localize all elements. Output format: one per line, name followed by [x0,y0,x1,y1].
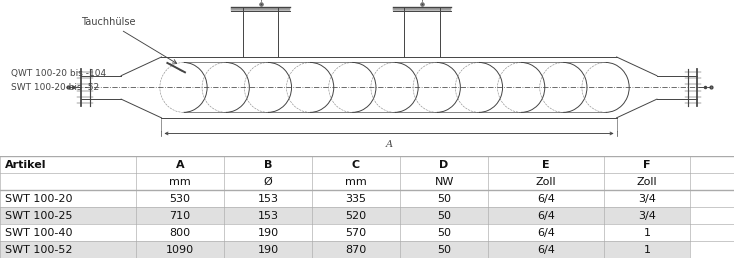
Text: D: D [440,160,448,170]
Text: SWT 100-20: SWT 100-20 [5,194,73,204]
Text: SWT 100-25: SWT 100-25 [5,211,73,221]
Text: F: F [643,160,650,170]
Text: 6/4: 6/4 [537,211,555,221]
Text: 190: 190 [258,228,278,238]
Bar [136,207,224,224]
Text: 153: 153 [258,211,278,221]
Text: SWT 100-52: SWT 100-52 [5,245,73,254]
Text: C: C [352,160,360,170]
Text: 3/4: 3/4 [638,211,655,221]
Bar [312,190,400,207]
Text: 870: 870 [346,245,366,254]
Bar [488,156,603,173]
Text: mm: mm [169,176,191,187]
Text: B: B [264,160,272,170]
Bar [603,173,690,190]
Bar [312,241,400,258]
Bar [136,241,224,258]
Text: 800: 800 [170,228,190,238]
Text: 520: 520 [346,211,366,221]
Text: 6/4: 6/4 [537,245,555,254]
Bar [136,173,224,190]
Text: 1: 1 [643,228,650,238]
Bar [488,207,603,224]
Bar [312,207,400,224]
Bar [136,190,224,207]
Bar [224,190,312,207]
Text: 50: 50 [437,211,451,221]
Text: A: A [175,160,184,170]
Text: 190: 190 [258,245,278,254]
Bar [312,224,400,241]
Bar [400,156,488,173]
Text: A: A [385,140,393,149]
Text: SWT 100-40: SWT 100-40 [5,228,73,238]
Text: 530: 530 [170,194,190,204]
Bar [488,241,603,258]
Text: Artikel: Artikel [5,160,47,170]
Bar [400,207,488,224]
Text: 6/4: 6/4 [537,194,555,204]
Text: 1: 1 [643,245,650,254]
Bar [603,156,690,173]
Bar [136,156,224,173]
Text: Tauchhülse: Tauchhülse [81,17,177,63]
Bar [603,241,690,258]
Bar [312,173,400,190]
Text: NW: NW [435,176,454,187]
Bar [603,224,690,241]
Text: 570: 570 [346,228,366,238]
Text: 3/4: 3/4 [638,194,655,204]
Bar [400,190,488,207]
Bar [488,224,603,241]
Bar [488,190,603,207]
Text: mm: mm [345,176,367,187]
Text: QWT 100-20 bis -104
SWT 100-20 bis -52: QWT 100-20 bis -104 SWT 100-20 bis -52 [11,69,106,92]
Bar [312,156,400,173]
Text: Zoll: Zoll [536,176,556,187]
Bar [0,173,136,190]
Bar [224,207,312,224]
Bar [0,190,136,207]
Bar [603,207,690,224]
Bar [400,241,488,258]
Text: 710: 710 [170,211,190,221]
Bar [224,224,312,241]
Text: 1090: 1090 [166,245,194,254]
Text: 6/4: 6/4 [537,228,555,238]
Bar [603,190,690,207]
Bar [0,156,136,173]
Bar [224,241,312,258]
Text: Zoll: Zoll [636,176,657,187]
Text: E: E [542,160,550,170]
Bar [0,207,136,224]
Bar [488,173,603,190]
Bar [400,224,488,241]
Text: 50: 50 [437,228,451,238]
Bar [136,224,224,241]
Text: 335: 335 [346,194,366,204]
Bar [400,173,488,190]
Text: 153: 153 [258,194,278,204]
Bar [224,173,312,190]
Bar [0,224,136,241]
Text: Ø: Ø [264,176,272,187]
Text: 50: 50 [437,245,451,254]
Bar [0,241,136,258]
Text: 50: 50 [437,194,451,204]
Bar [224,156,312,173]
